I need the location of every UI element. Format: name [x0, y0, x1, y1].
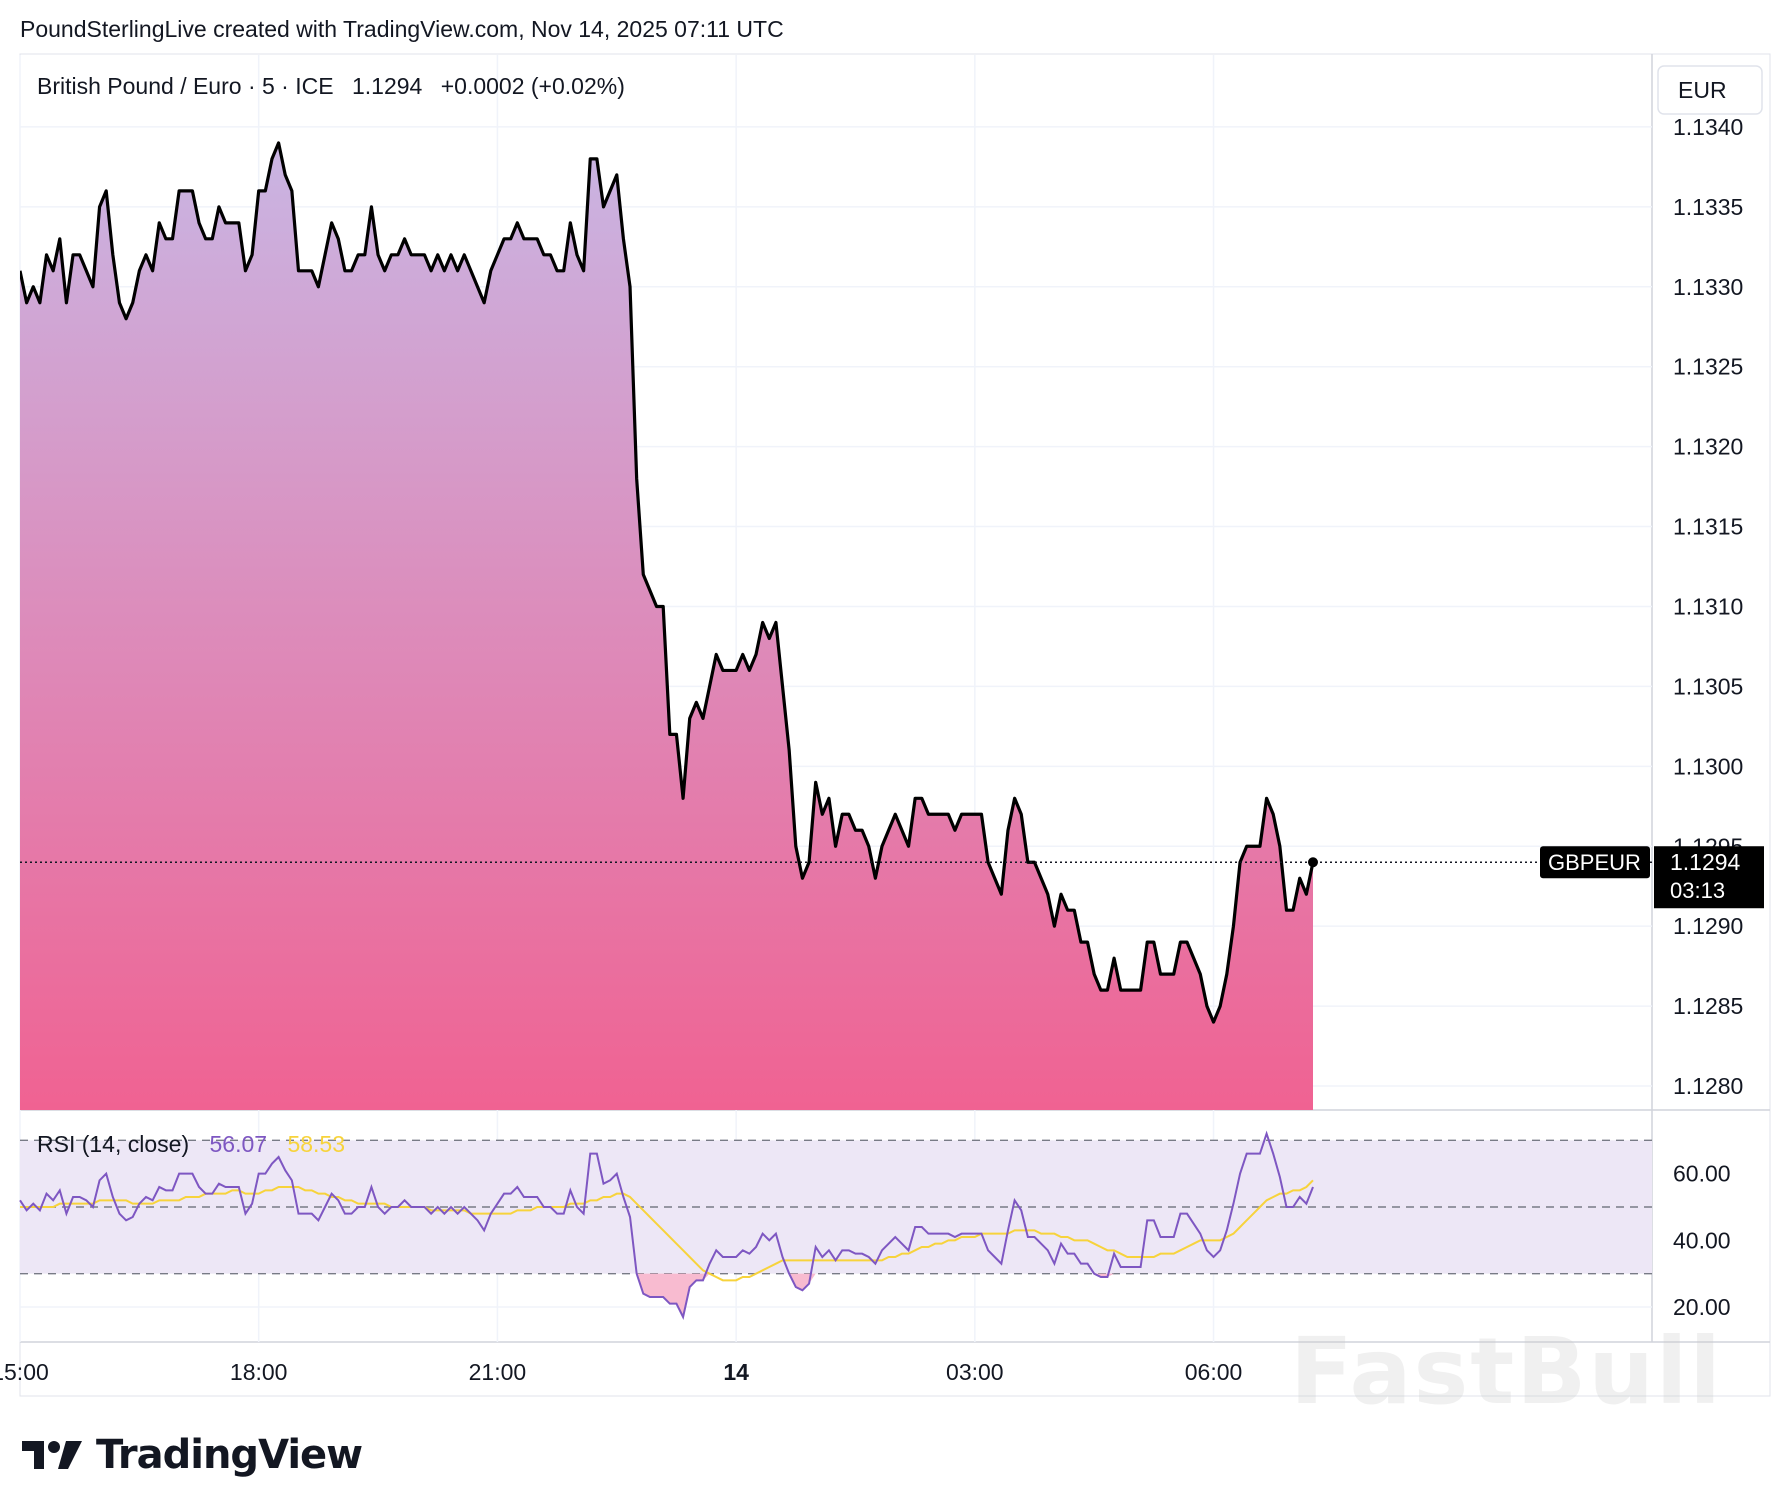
ticker-tag	[1540, 846, 1650, 879]
price-tick-label: 1.1330	[1673, 274, 1743, 300]
tradingview-brand: TradingView	[96, 1432, 363, 1478]
price-tick-label: 1.1280	[1673, 1073, 1743, 1099]
price-change: +0.0002 (+0.02%)	[441, 73, 625, 99]
price-axis[interactable]: 1.1340 1.1335 1.1330 1.1325 1.1320 1.1315 1.13…	[1673, 114, 1743, 1099]
rsi-axis[interactable]: 60.00 40.00 20.00	[1673, 1161, 1731, 1320]
price-area-fill	[20, 142, 1313, 1110]
watermark: FastBull	[1290, 1318, 1723, 1425]
rsi-tick-label: 20.00	[1673, 1294, 1731, 1320]
chart-credit: PoundSterlingLive created with TradingVi…	[20, 16, 784, 42]
rsi-ma-value: 58.53	[287, 1131, 345, 1157]
time-tick-label: 18:00	[230, 1359, 288, 1385]
time-tick-label: 21:00	[469, 1359, 527, 1385]
price-tick-label: 1.1285	[1673, 993, 1743, 1019]
price-tag-value: 1.1294	[1670, 849, 1741, 875]
price-tick-label: 1.1300	[1673, 753, 1743, 779]
rsi-name: RSI (14, close)	[37, 1131, 189, 1157]
last-price: 1.1294	[352, 73, 423, 99]
last-price-point	[1308, 857, 1318, 868]
price-tick-label: 1.1305	[1673, 673, 1743, 699]
price-tick-label: 1.1320	[1673, 434, 1743, 460]
price-tick-label: 1.1335	[1673, 194, 1743, 220]
price-tag: GBPEUR 1.1294 03:13	[1540, 846, 1764, 909]
symbol-name: British Pound / Euro · 5 · ICE	[37, 73, 334, 99]
price-tag-box	[1654, 846, 1764, 909]
time-tick-label: 03:00	[946, 1359, 1004, 1385]
price-tick-label: 1.1325	[1673, 354, 1743, 380]
tradingview-logo-icon	[22, 1441, 82, 1469]
rsi-tick-label: 60.00	[1673, 1161, 1731, 1187]
price-tick-label: 1.1310	[1673, 593, 1743, 619]
symbol-legend[interactable]: British Pound / Euro · 5 · ICE 1.1294 +0…	[37, 73, 625, 99]
time-axis[interactable]: 15:00 18:00 21:00 14 03:00 06:00	[0, 1359, 1242, 1385]
time-tick-label: 14	[723, 1359, 749, 1385]
price-pane[interactable]	[20, 141, 1652, 1110]
rsi-line	[19, 1130, 1314, 1320]
price-tick-label: 1.1315	[1673, 514, 1743, 540]
ticker-label: GBPEUR	[1548, 850, 1641, 875]
currency-label: EUR	[1678, 77, 1727, 103]
rsi-legend[interactable]: RSI (14, close) 56.07 58.53	[37, 1131, 345, 1157]
time-tick-label: 06:00	[1185, 1359, 1243, 1385]
bar-countdown: 03:13	[1670, 878, 1725, 903]
time-tick-label: 15:00	[0, 1359, 49, 1385]
currency-button-box[interactable]	[1657, 65, 1763, 115]
rsi-ma-line	[20, 1179, 1314, 1282]
currency-button[interactable]: EUR	[1657, 65, 1763, 115]
rsi-tick-label: 40.00	[1673, 1227, 1731, 1253]
price-line	[20, 141, 1315, 1024]
rsi-pane[interactable]	[19, 1130, 1652, 1320]
tradingview-logo[interactable]: TradingView	[22, 1432, 363, 1478]
price-tick-label: 1.1290	[1673, 913, 1743, 939]
price-tick-label: 1.1340	[1673, 114, 1743, 140]
rsi-value: 56.07	[210, 1131, 268, 1157]
